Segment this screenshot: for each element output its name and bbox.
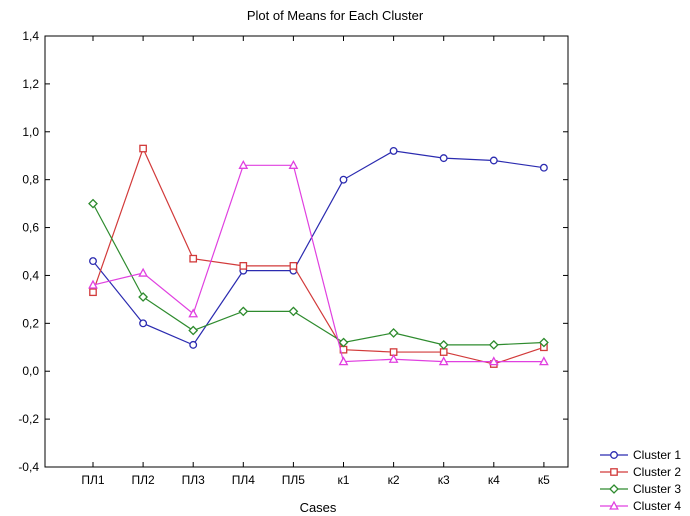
data-point <box>339 175 348 184</box>
data-point <box>439 154 448 163</box>
data-point <box>338 337 349 348</box>
x-tick-label: ПЛ4 <box>232 473 256 487</box>
series-cluster-4 <box>88 159 549 366</box>
x-tick-label: ПЛ5 <box>282 473 306 487</box>
data-point <box>539 163 548 172</box>
data-point <box>539 356 549 366</box>
x-tick-label: к3 <box>438 473 450 487</box>
y-tick-label: 0,2 <box>22 316 39 330</box>
data-point <box>288 159 299 169</box>
data-point <box>139 144 147 153</box>
y-tick-label: 0,6 <box>22 221 39 235</box>
data-point <box>289 262 298 270</box>
series-line <box>92 150 544 346</box>
series-cluster-3 <box>88 198 549 350</box>
plot-area <box>44 35 569 468</box>
chart-title: Plot of Means for Each Cluster <box>247 8 424 23</box>
legend-item: Cluster 4 <box>600 499 681 513</box>
series-line <box>92 146 545 365</box>
series-lines <box>88 144 549 368</box>
y-tick-label: -0,4 <box>18 460 39 474</box>
data-point <box>488 356 499 366</box>
data-point <box>338 356 349 366</box>
y-axis: -0,4 -0,2 0,0 0,2 0,4 0,6 0,8 1,0 1,2 1,4 <box>18 29 568 474</box>
x-tick-label: ПЛ1 <box>81 473 105 487</box>
legend-label: Cluster 2 <box>633 465 681 479</box>
data-point <box>238 306 249 317</box>
data-point <box>388 353 399 363</box>
data-point <box>489 156 498 165</box>
data-point <box>538 337 549 348</box>
x-axis: ПЛ1 ПЛ2 ПЛ3 ПЛ4 ПЛ5 к1 к2 к3 к4 к5 <box>81 36 550 487</box>
legend-swatch-marker <box>609 500 619 510</box>
data-point <box>88 279 98 289</box>
series-cluster-1 <box>89 146 548 349</box>
data-point <box>288 306 299 317</box>
series-cluster-2 <box>89 144 548 368</box>
data-point <box>189 340 198 349</box>
x-tick-label: ПЛ3 <box>182 473 206 487</box>
legend-swatch-marker <box>610 451 618 459</box>
y-tick-label: 0,4 <box>22 268 39 282</box>
legend: Cluster 1 Cluster 2 Cluster 3 Cluster 4 <box>600 448 681 513</box>
data-point <box>238 159 249 169</box>
legend-swatch-marker <box>610 468 618 476</box>
plot-frame <box>44 35 569 468</box>
data-point <box>189 254 198 263</box>
data-point <box>138 267 148 277</box>
data-point <box>138 292 149 302</box>
data-point <box>188 308 199 318</box>
y-tick-label: 1,4 <box>22 29 39 43</box>
y-tick-label: 0,0 <box>22 364 39 378</box>
data-point <box>88 198 98 209</box>
data-point <box>89 288 97 297</box>
legend-swatch-marker <box>609 484 619 494</box>
data-point <box>188 325 199 336</box>
legend-item: Cluster 2 <box>600 465 681 479</box>
y-tick-label: -0,2 <box>18 412 39 426</box>
x-tick-label: к2 <box>388 473 400 487</box>
y-tick-label: 0,8 <box>22 173 39 187</box>
data-point <box>438 356 449 366</box>
data-point <box>89 257 97 266</box>
x-tick-label: к1 <box>338 473 350 487</box>
data-point <box>389 146 398 155</box>
data-point <box>388 327 399 338</box>
data-point <box>438 339 449 350</box>
legend-label: Cluster 1 <box>633 448 681 462</box>
data-point <box>239 262 248 270</box>
legend-label: Cluster 3 <box>633 482 681 496</box>
y-tick-label: 1,0 <box>22 125 39 139</box>
x-tick-label: к5 <box>538 473 550 487</box>
data-point <box>139 319 148 328</box>
x-axis-title: Cases <box>300 500 337 515</box>
legend-item: Cluster 1 <box>600 448 681 462</box>
y-tick-label: 1,2 <box>22 77 39 91</box>
data-point <box>439 348 448 356</box>
data-point <box>488 339 499 350</box>
legend-item: Cluster 3 <box>600 482 681 496</box>
legend-label: Cluster 4 <box>633 499 681 513</box>
series-line <box>92 164 544 363</box>
series-line <box>92 203 544 346</box>
x-tick-label: ПЛ2 <box>132 473 156 487</box>
x-tick-label: к4 <box>488 473 500 487</box>
